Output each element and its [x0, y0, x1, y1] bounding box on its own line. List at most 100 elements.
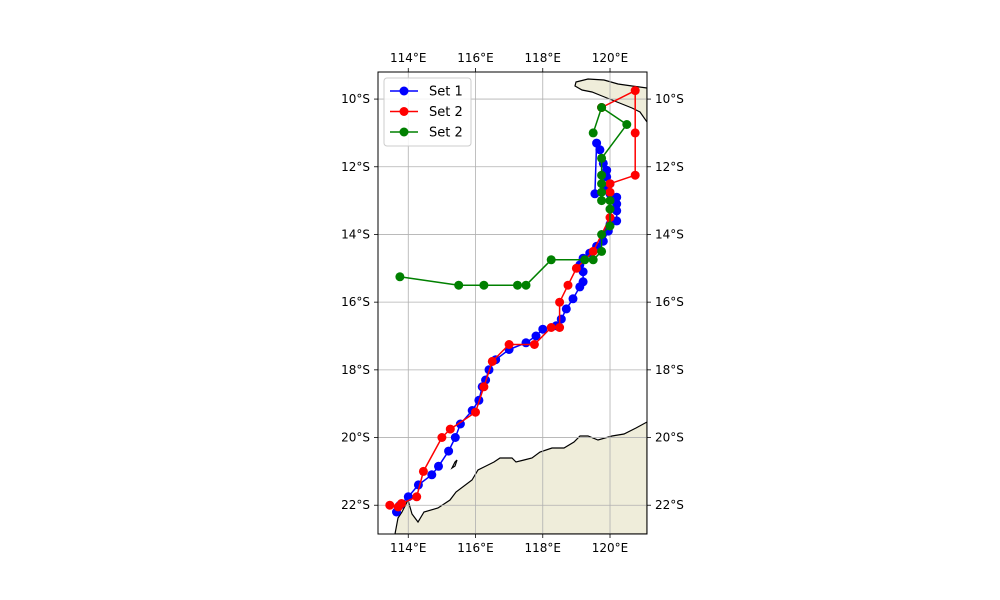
legend-label: Set 2 [429, 105, 463, 120]
legend-entry: Set 1 [390, 85, 463, 100]
y-tick-label-left: 16°S [341, 295, 370, 309]
y-tick-label-right: 22°S [655, 498, 684, 512]
data-point [630, 170, 640, 180]
data-point [597, 187, 607, 197]
data-point [597, 196, 607, 206]
data-point [513, 280, 522, 290]
data-point [597, 246, 607, 256]
data-point [588, 128, 598, 138]
legend: Set 1 Set 2 Set 2 [383, 77, 472, 147]
x-tick-label-top: 114°E [390, 51, 427, 65]
data-point [521, 338, 531, 348]
data-point [597, 103, 607, 112]
data-point [450, 433, 460, 442]
y-tick-label-left: 22°S [341, 498, 370, 512]
x-tick-label-bottom: 118°E [525, 541, 562, 555]
data-point [578, 267, 588, 277]
data-point [444, 446, 454, 456]
x-tick-label-top: 120°E [592, 51, 629, 65]
data-point [479, 382, 489, 392]
legend-marker [399, 86, 409, 96]
y-tick-label-right: 20°S [655, 431, 684, 445]
data-point [521, 280, 531, 290]
data-point [555, 297, 565, 307]
x-tick-label-top: 118°E [525, 51, 562, 65]
data-point [504, 340, 514, 349]
x-tick-label-bottom: 120°E [592, 541, 629, 555]
series-3 [395, 103, 632, 290]
data-point [597, 153, 607, 163]
data-point [563, 280, 573, 290]
x-tick-label-top: 116°E [457, 51, 494, 65]
x-tick-label-bottom: 114°E [390, 541, 427, 555]
x-tick-label-bottom: 116°E [457, 541, 494, 555]
data-point [437, 433, 447, 442]
data-point [597, 230, 607, 239]
data-point [605, 221, 615, 231]
data-point [612, 216, 622, 226]
y-tick-label-left: 12°S [341, 160, 370, 174]
data-point [427, 470, 437, 480]
data-point [630, 128, 640, 138]
data-point [612, 199, 622, 209]
data-point [605, 204, 615, 214]
data-point [605, 187, 615, 197]
legend-entry: Set 2 [390, 126, 463, 141]
ticks [374, 68, 651, 538]
data-point [434, 461, 443, 471]
tick-labels: 114°E 114°E 116°E 116°E 118°E 118°E 120°E 120°E… [341, 51, 684, 555]
plot-frame [377, 71, 648, 535]
y-tick-label-right: 12°S [655, 160, 684, 174]
data-point [622, 120, 632, 129]
y-tick-label-left: 18°S [341, 363, 370, 377]
legend-label: Set 1 [429, 85, 463, 100]
data-point [561, 304, 571, 314]
data-point [455, 419, 465, 429]
data-point [471, 407, 480, 417]
data-point [556, 314, 566, 324]
legend-marker [399, 107, 409, 116]
y-tick-label-left: 14°S [341, 227, 370, 241]
data-point [397, 499, 406, 508]
land-islet [450, 459, 458, 470]
data-point [595, 145, 605, 155]
data-point [630, 86, 640, 96]
data-point [479, 280, 489, 290]
data-point [588, 246, 598, 256]
data-point [605, 196, 615, 206]
land-island-north [574, 78, 647, 124]
data-point [445, 424, 455, 434]
y-tick-label-left: 10°S [341, 92, 370, 106]
legend-entry: Set 2 [390, 105, 463, 120]
data-point [612, 192, 622, 202]
data-point [597, 170, 607, 180]
data-point [412, 492, 422, 502]
data-point [546, 323, 556, 332]
data-point [418, 466, 428, 476]
data-point [555, 323, 565, 332]
legend-marker [399, 127, 409, 137]
data-point [571, 263, 581, 273]
data-point [529, 340, 539, 349]
data-point [395, 272, 405, 282]
data-point [605, 179, 615, 189]
legend-items: Set 1 Set 2 Set 2 [390, 85, 463, 141]
data-point [385, 500, 395, 510]
data-point [546, 255, 556, 265]
data-point [597, 179, 607, 189]
data-point [531, 331, 541, 341]
series-layer [385, 86, 640, 517]
data-point [578, 277, 588, 287]
data-point [454, 280, 464, 290]
data-point [538, 324, 548, 334]
data-point [580, 255, 590, 265]
data-point [588, 255, 598, 265]
legend-label: Set 2 [429, 126, 463, 141]
map-area [378, 72, 647, 534]
y-tick-label-left: 20°S [341, 431, 370, 445]
y-tick-label-right: 18°S [655, 363, 684, 377]
y-tick-label-right: 16°S [655, 295, 684, 309]
y-tick-label-right: 14°S [655, 227, 684, 241]
y-tick-label-right: 10°S [655, 92, 684, 106]
